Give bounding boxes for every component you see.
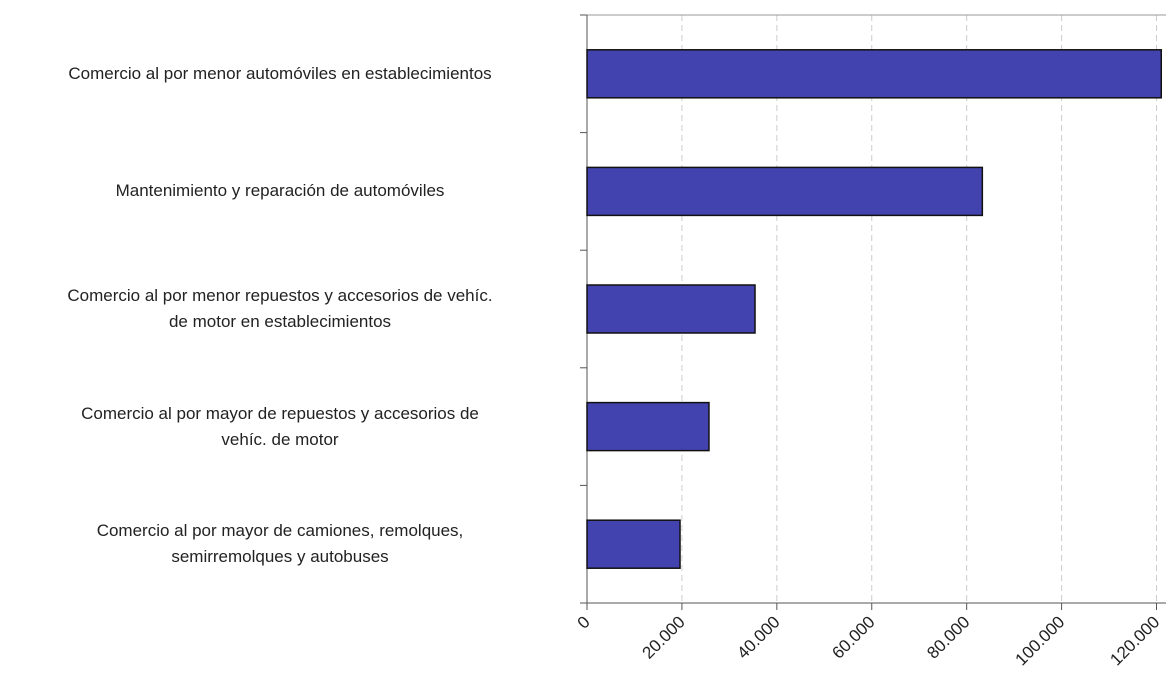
- x-tick-label: 0: [574, 612, 594, 632]
- category-label: Comercio al por mayor de camiones, remol…: [96, 521, 464, 567]
- x-tick-label: 100.000: [1012, 612, 1069, 669]
- x-tick-label: 120.000: [1106, 612, 1163, 669]
- bar: [586, 519, 681, 569]
- category-label: Mantenimiento y reparación de automóvile…: [115, 181, 445, 201]
- category-label: Comercio al por menor automóviles en est…: [68, 63, 492, 83]
- bar: [586, 166, 984, 217]
- x-tick-label: 80.000: [923, 612, 973, 662]
- x-tick-label: 20.000: [639, 612, 689, 662]
- x-tick-label: 40.000: [733, 612, 783, 662]
- x-tick-label: 60.000: [828, 612, 878, 662]
- category-label: Comercio al por mayor de repuestos y acc…: [81, 403, 479, 449]
- bar: [586, 284, 756, 334]
- category-label: Comercio al por menor repuestos y acceso…: [67, 286, 493, 331]
- bar: [586, 49, 1163, 99]
- bar: [586, 401, 710, 452]
